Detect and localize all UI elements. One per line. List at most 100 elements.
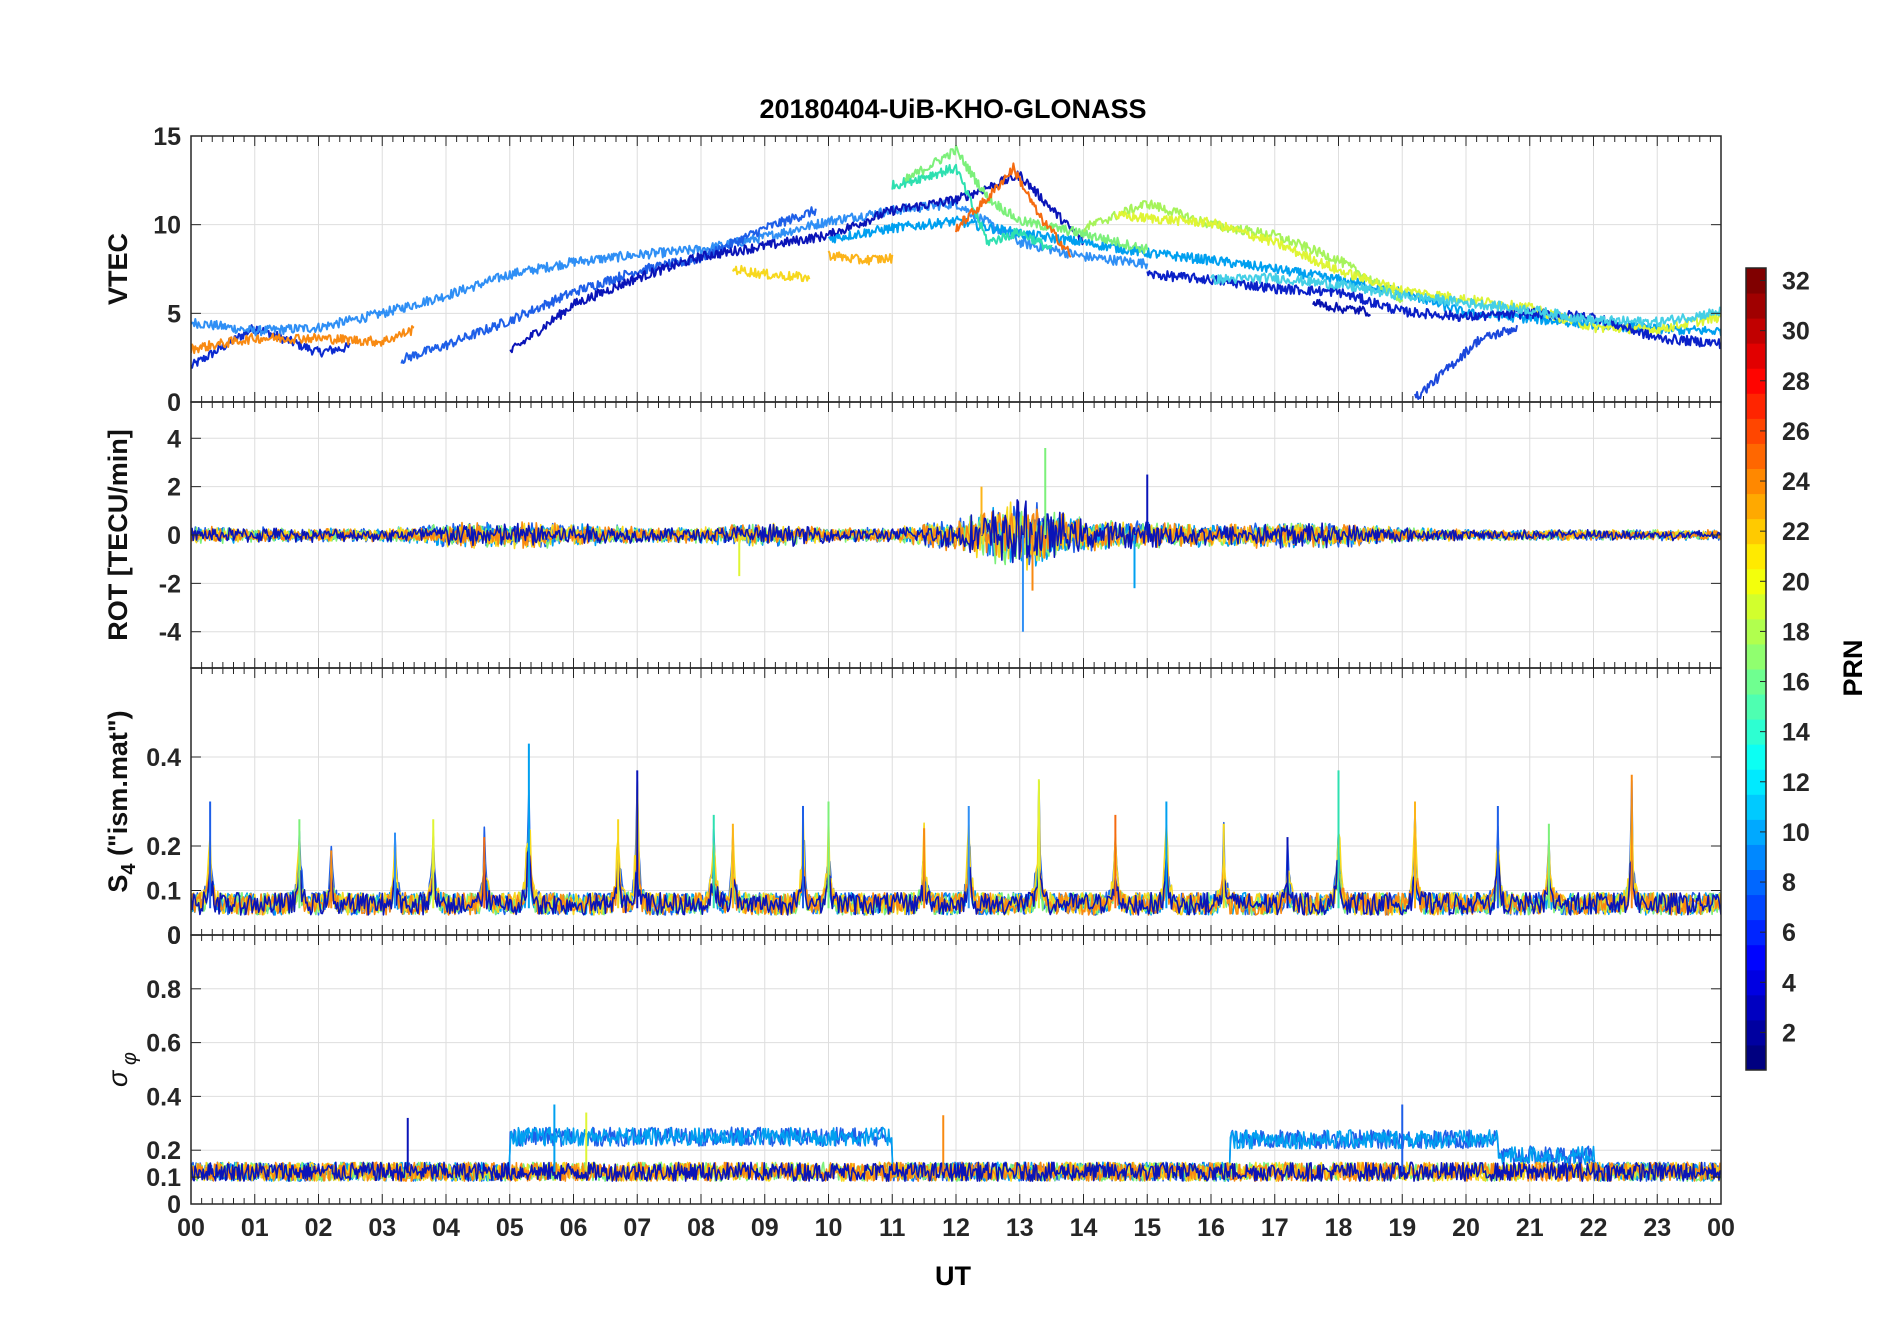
series-line	[904, 144, 1149, 255]
y-tick-label: 0	[167, 922, 181, 950]
x-tick-label: 08	[687, 1214, 715, 1242]
x-tick-label: 04	[432, 1214, 460, 1242]
y-tick-label: 0.4	[146, 744, 181, 772]
colorbar-segment	[1746, 518, 1766, 545]
colorbar-segment	[1746, 593, 1766, 620]
y-axis-label: VTEC	[103, 233, 133, 305]
colorbar-tick-label: 4	[1782, 969, 1796, 997]
series-line	[955, 162, 1072, 258]
colorbar-tick-label: 8	[1782, 869, 1796, 897]
x-tick-label: 02	[305, 1214, 333, 1242]
colorbar-segment	[1746, 769, 1766, 795]
x-tick-label: 07	[623, 1214, 651, 1242]
y-tick-label: -2	[159, 570, 181, 598]
series-line	[1083, 199, 1404, 304]
panel-s4: 000.10.20.4S4 ("ism.mat")	[103, 667, 1722, 950]
series-line	[509, 170, 1085, 354]
data-lines	[191, 144, 1721, 400]
colorbar-segment	[1746, 443, 1766, 469]
colorbar-segment	[1746, 994, 1766, 1021]
x-tick-label: 14	[1070, 1214, 1098, 1242]
series-line	[191, 508, 1721, 559]
x-tick-label: 10	[815, 1214, 843, 1242]
y-tick-label: 0.2	[146, 1137, 181, 1165]
y-axis-label: ROT [TECU/min]	[103, 429, 133, 640]
series-line	[891, 163, 1053, 251]
colorbar-tick-label: 6	[1782, 919, 1796, 947]
panel-sigma-phi: 00.10.2 0.4 0.6 0.8 σ φ 00 01 02 03 04 05 06 07 08 09 1…	[103, 934, 1735, 1242]
x-tick-label: 19	[1388, 1214, 1416, 1242]
colorbar-tick-label: 32	[1782, 268, 1810, 296]
y-tick-label: 0.6	[146, 1030, 181, 1058]
colorbar-segment	[1746, 894, 1766, 921]
y-axis-label: S4 ("ism.mat")	[103, 710, 140, 892]
colorbar-segment	[1746, 468, 1766, 495]
y-tick-label: 10	[153, 212, 181, 240]
colorbar-segment	[1746, 969, 1766, 996]
colorbar-tick-label: 12	[1782, 769, 1810, 797]
colorbar-segment	[1746, 568, 1766, 595]
series-line	[1210, 272, 1721, 328]
series-line	[731, 264, 811, 283]
colorbar-tick-label: 28	[1782, 368, 1810, 396]
series-line	[191, 324, 351, 369]
colorbar-segment	[1746, 268, 1766, 294]
colorbar-tick-label: 20	[1782, 568, 1810, 596]
colorbar-segment	[1746, 819, 1766, 845]
colorbar-segment	[1746, 669, 1766, 695]
y-tick-label: 0.1	[146, 878, 181, 906]
colorbar-segment	[1746, 318, 1766, 344]
x-tick-label: 00	[177, 1214, 205, 1242]
y-tick-label: 0	[167, 522, 181, 550]
series-line	[191, 849, 1721, 916]
colorbar-segment	[1746, 393, 1766, 419]
y-tick-label: 0	[167, 1191, 181, 1219]
colorbar-segment	[1746, 744, 1766, 770]
y-tick-label: 2	[167, 474, 181, 502]
x-tick-label: 11	[879, 1214, 906, 1242]
series-line	[191, 1126, 1721, 1182]
colorbar-tick-label: 26	[1782, 418, 1810, 446]
y-tick-label: 0	[167, 389, 181, 417]
x-tick-label: 13	[1006, 1214, 1034, 1242]
colorbar-segment	[1746, 368, 1766, 394]
y-tick-label: 5	[167, 300, 181, 328]
series-line	[191, 325, 415, 355]
x-ticks	[190, 668, 1722, 935]
x-tick-label: 17	[1261, 1214, 1289, 1242]
x-tick-label: 06	[560, 1214, 588, 1242]
y-tick-label: 0.1	[146, 1164, 181, 1192]
colorbar-segment	[1746, 343, 1766, 369]
series-line	[1146, 270, 1721, 350]
series-line	[191, 198, 1149, 337]
x-tick-label: 18	[1325, 1214, 1353, 1242]
colorbar-segment	[1746, 844, 1766, 870]
colorbar-segment	[1746, 1019, 1766, 1046]
colorbar-segment	[1746, 643, 1766, 670]
series-line	[827, 250, 894, 266]
series-line	[1114, 210, 1721, 336]
y-axis-label: σ φ	[103, 1052, 141, 1087]
colorbar-label: PRN	[1838, 639, 1868, 696]
x-tick-label: 15	[1133, 1214, 1161, 1242]
x-ticks	[190, 136, 1722, 402]
series-line	[191, 499, 1721, 564]
colorbar-box	[1745, 267, 1767, 1071]
colorbar-tick-label: 18	[1782, 618, 1810, 646]
y-tick-label: 0.8	[146, 976, 181, 1004]
data-lines	[191, 743, 1721, 916]
x-axis-label: UT	[935, 1261, 971, 1291]
colorbar-tick-label: 22	[1782, 518, 1810, 546]
panel-rot: -4 -2 0 2 4 ROT [TECU/min]	[103, 401, 1722, 669]
colorbar-segment	[1746, 293, 1766, 319]
colorbar-segment	[1746, 869, 1766, 896]
x-tick-label: 23	[1643, 1214, 1671, 1242]
series-line	[1312, 298, 1372, 317]
colorbar-segment	[1746, 493, 1766, 520]
x-tick-label: 00	[1707, 1214, 1735, 1242]
data-lines	[191, 1104, 1721, 1182]
colorbar-tick-label: 14	[1782, 719, 1810, 747]
grid	[190, 135, 1722, 403]
x-tick-label: 05	[496, 1214, 524, 1242]
